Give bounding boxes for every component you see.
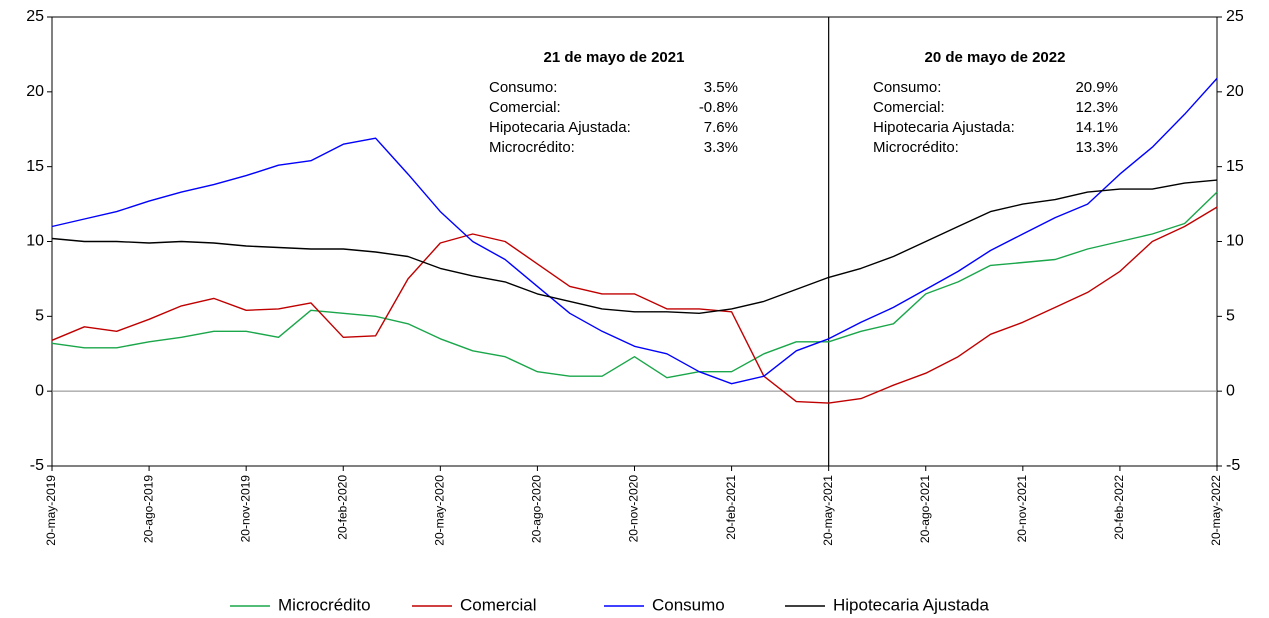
series-line bbox=[51, 191, 1218, 379]
x-tick-label: 20-feb-2022 bbox=[1112, 475, 1126, 540]
y2-tick-label: 15 bbox=[1226, 158, 1244, 175]
annotation-label: Hipotecaria Ajustada: bbox=[873, 119, 1015, 136]
x-tick-label: 20-ago-2020 bbox=[530, 475, 544, 543]
annotation-title: 20 de mayo de 2022 bbox=[925, 49, 1066, 66]
x-tick-label: 20-nov-2021 bbox=[1015, 475, 1029, 543]
annotation-value: 3.5% bbox=[704, 79, 738, 96]
x-tick-label: 20-feb-2020 bbox=[335, 475, 349, 540]
x-tick-label: 20-may-2019 bbox=[44, 475, 58, 546]
annotation-value: 14.1% bbox=[1075, 119, 1118, 136]
x-tick-label: 20-may-2021 bbox=[821, 475, 835, 546]
y2-tick-label: 5 bbox=[1226, 308, 1235, 325]
annotation-label: Consumo: bbox=[489, 79, 557, 96]
annotation-label: Comercial: bbox=[873, 99, 945, 116]
plot-frame bbox=[51, 16, 1218, 467]
annotation: 20 de mayo de 2022 Consumo: 20.9% Comercial… bbox=[873, 49, 1118, 156]
annotation-value: 7.6% bbox=[704, 119, 738, 136]
x-tick-label: 20-may-2020 bbox=[433, 475, 447, 546]
annotation-value: -0.8% bbox=[699, 99, 738, 116]
x-tick-label: 20-feb-2021 bbox=[724, 475, 738, 540]
y2-tick-label: 25 bbox=[1226, 8, 1244, 25]
y2-tick-label: 20 bbox=[1226, 83, 1244, 100]
x-tick-label: 20-nov-2019 bbox=[238, 475, 252, 543]
annotation-label: Microcrédito: bbox=[873, 139, 959, 156]
y-tick-label: -5 bbox=[30, 457, 44, 474]
legend-label: Hipotecaria Ajustada bbox=[833, 595, 989, 614]
annotation-value: 13.3% bbox=[1075, 139, 1118, 156]
legend-label: Consumo bbox=[652, 595, 725, 614]
x-tick-label: 20-may-2022 bbox=[1209, 475, 1223, 546]
legend-label: Microcrédito bbox=[278, 595, 371, 614]
y-tick-label: 20 bbox=[26, 83, 44, 100]
y-tick-label: 25 bbox=[26, 8, 44, 25]
y2-tick-label: -5 bbox=[1226, 457, 1240, 474]
x-tick-label: 20-ago-2019 bbox=[141, 475, 155, 543]
series-line bbox=[51, 77, 1218, 385]
annotation-label: Hipotecaria Ajustada: bbox=[489, 119, 631, 136]
y2-tick-label: 10 bbox=[1226, 233, 1244, 250]
y-tick-label: 10 bbox=[26, 233, 44, 250]
annotation: 21 de mayo de 2021 Consumo: 3.5% Comercial:… bbox=[489, 49, 738, 156]
y2-tick-label: 0 bbox=[1226, 382, 1235, 399]
legend-label: Comercial bbox=[460, 595, 537, 614]
series-line bbox=[51, 206, 1218, 404]
annotation-label: Consumo: bbox=[873, 79, 941, 96]
annotation-value: 3.3% bbox=[704, 139, 738, 156]
annotation-title: 21 de mayo de 2021 bbox=[544, 49, 685, 66]
x-tick-label: 20-nov-2020 bbox=[627, 475, 641, 543]
y-tick-label: 0 bbox=[35, 382, 44, 399]
y-tick-label: 15 bbox=[26, 158, 44, 175]
legend: Microcrédito Comercial Consumo Hipotecaria … bbox=[230, 595, 989, 614]
series-line bbox=[51, 179, 1218, 314]
annotation-value: 12.3% bbox=[1075, 99, 1118, 116]
x-tick-label: 20-ago-2021 bbox=[918, 475, 932, 543]
annotation-value: 20.9% bbox=[1075, 79, 1118, 96]
annotation-label: Comercial: bbox=[489, 99, 561, 116]
annotation-label: Microcrédito: bbox=[489, 139, 575, 156]
y-tick-label: 5 bbox=[35, 308, 44, 325]
